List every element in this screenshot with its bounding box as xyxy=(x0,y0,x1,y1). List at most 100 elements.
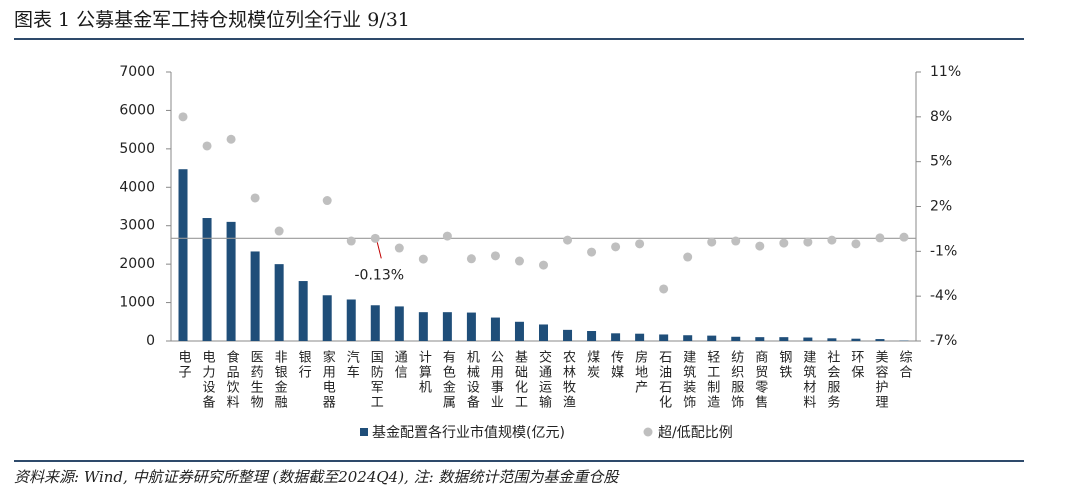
bar xyxy=(298,281,308,341)
bar xyxy=(803,337,813,341)
y-tick-label: 1000 xyxy=(119,295,155,311)
dot xyxy=(370,233,380,243)
y2-tick-label: 2% xyxy=(930,199,952,215)
bar xyxy=(707,335,717,341)
x-tick-label: 国防军工 xyxy=(368,350,384,410)
y2-tick-label: 8% xyxy=(930,109,952,125)
x-tick-label: 建筑装饰 xyxy=(680,350,696,410)
bar xyxy=(274,264,284,341)
x-tick-label: 交通运输 xyxy=(536,349,552,410)
bar xyxy=(418,312,428,341)
x-tick-label: 社会服务 xyxy=(824,349,840,410)
x-tick-label: 医药生物 xyxy=(248,350,264,410)
dot xyxy=(659,284,669,294)
bar xyxy=(827,338,837,341)
dot xyxy=(635,239,645,249)
bar xyxy=(250,251,260,341)
bar xyxy=(587,331,597,341)
dot xyxy=(250,193,260,203)
bar xyxy=(226,221,236,341)
y-tick-label: 5000 xyxy=(119,141,155,157)
dot xyxy=(803,237,813,247)
source-note: 资料来源: Wind, 中航证券研究所整理 (数据截至2024Q4), 注: 数… xyxy=(14,468,620,486)
x-tick-label: 有色金属 xyxy=(440,350,456,410)
y-tick-label: 6000 xyxy=(119,102,155,118)
dot xyxy=(274,226,284,236)
x-tick-label: 环保 xyxy=(848,350,864,380)
bar xyxy=(370,305,380,341)
x-tick-label: 农林牧渔 xyxy=(560,350,576,410)
bar xyxy=(875,339,885,341)
dot xyxy=(466,254,476,264)
dot xyxy=(755,241,765,251)
annotation-label: -0.13% xyxy=(355,267,405,283)
x-tick-label: 基础化工 xyxy=(512,350,528,410)
x-tick-label: 非银金融 xyxy=(272,350,288,410)
bar xyxy=(322,295,332,341)
bar xyxy=(731,336,741,341)
bar xyxy=(346,299,356,341)
dot xyxy=(563,235,573,245)
bar xyxy=(755,337,765,341)
bar xyxy=(779,337,789,341)
x-tick-label: 汽车 xyxy=(344,350,360,380)
bar xyxy=(683,335,693,341)
dot xyxy=(851,239,861,249)
x-tick-label: 家用电器 xyxy=(320,349,336,410)
dot xyxy=(202,141,212,151)
dot xyxy=(346,236,356,246)
dot xyxy=(683,252,693,262)
x-tick-label: 银行 xyxy=(296,350,312,380)
dot xyxy=(322,196,332,206)
dot xyxy=(394,243,404,253)
legend-swatch xyxy=(360,428,368,436)
y-tick-label: 3000 xyxy=(119,218,155,234)
page-title: 图表 1 公募基金军工持仓规模位列全行业 9/31 xyxy=(14,9,410,31)
dot xyxy=(611,242,621,252)
x-tick-label: 传媒 xyxy=(608,350,624,380)
dot xyxy=(875,233,885,243)
dot xyxy=(779,238,789,248)
dot xyxy=(731,236,741,246)
dot xyxy=(490,251,500,261)
bar xyxy=(611,333,621,341)
bar xyxy=(851,338,861,341)
y2-tick-label: 11% xyxy=(930,64,961,80)
dot xyxy=(514,256,524,266)
bar xyxy=(563,329,573,341)
bar xyxy=(539,324,548,341)
bar xyxy=(178,169,188,341)
bar xyxy=(442,312,452,341)
dot xyxy=(418,254,428,264)
x-tick-label: 电子 xyxy=(176,350,192,380)
x-tick-label: 商贸零售 xyxy=(752,350,768,410)
x-tick-label: 机械设备 xyxy=(464,350,480,410)
x-tick-label: 通信 xyxy=(392,350,408,380)
legend-label: 超/低配比例 xyxy=(658,425,733,441)
x-tick-label: 美容护理 xyxy=(872,350,888,410)
dot xyxy=(707,237,717,247)
bar xyxy=(466,312,476,341)
y2-tick-label: -1% xyxy=(930,243,957,259)
x-tick-label: 公用事业 xyxy=(488,350,504,410)
y2-tick-label: -7% xyxy=(930,333,957,349)
x-tick-label: 食品饮料 xyxy=(224,349,240,410)
x-tick-label: 计算机 xyxy=(416,350,432,395)
y2-tick-label: 5% xyxy=(930,154,952,170)
x-tick-label: 建筑材料 xyxy=(800,350,816,410)
dot xyxy=(827,235,837,245)
x-tick-label: 钢铁 xyxy=(776,350,792,380)
annotation-pointer xyxy=(376,242,382,259)
bar xyxy=(394,306,404,341)
y-tick-label: 4000 xyxy=(119,179,155,195)
legend-label: 基金配置各行业市值规模(亿元) xyxy=(372,424,565,441)
dot xyxy=(178,112,188,122)
x-tick-label: 综合 xyxy=(896,350,912,380)
bar xyxy=(514,321,524,341)
dot xyxy=(539,260,548,270)
y-tick-label: 7000 xyxy=(119,64,155,80)
x-tick-label: 电力设备 xyxy=(200,350,216,410)
dot xyxy=(587,247,597,257)
dot xyxy=(226,134,236,144)
